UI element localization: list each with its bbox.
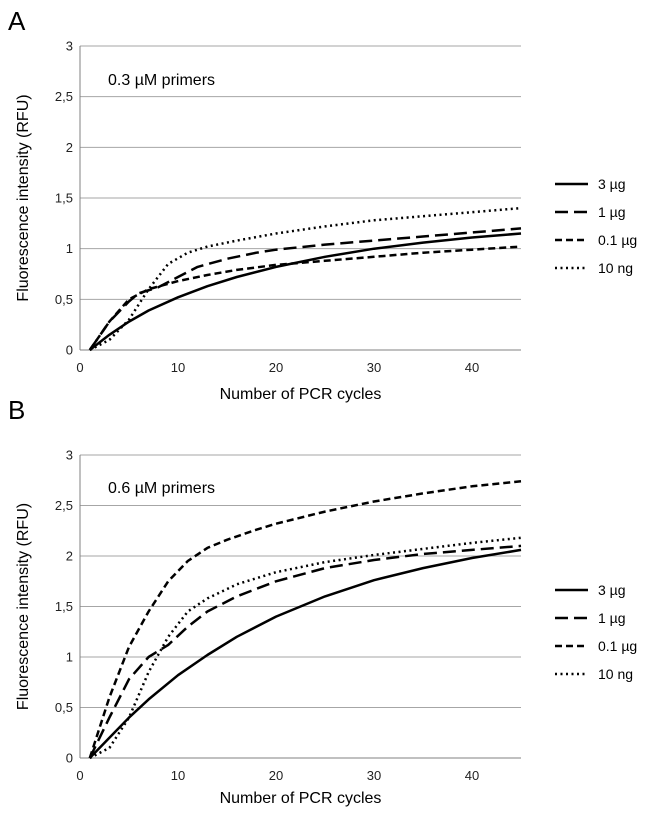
x-tick-label: 40 bbox=[465, 768, 479, 783]
y-tick-label: 1 bbox=[66, 241, 73, 256]
x-tick-label: 0 bbox=[76, 360, 83, 375]
legend-label: 0.1 µg bbox=[598, 638, 637, 654]
x-tick-label: 10 bbox=[171, 768, 185, 783]
y-tick-label: 1,5 bbox=[55, 599, 73, 614]
x-tick-label: 40 bbox=[465, 360, 479, 375]
x-tick-label: 20 bbox=[269, 360, 283, 375]
y-tick-label: 3 bbox=[66, 39, 73, 54]
y-tick-label: 1 bbox=[66, 650, 73, 665]
x-axis-title: Number of PCR cycles bbox=[220, 386, 382, 403]
y-tick-label: 3 bbox=[66, 448, 73, 463]
y-tick-label: 0,5 bbox=[55, 700, 73, 715]
x-axis-title: Number of PCR cycles bbox=[220, 790, 382, 807]
panel-label: A bbox=[8, 6, 26, 36]
legend-label: 0.1 µg bbox=[598, 232, 637, 248]
y-tick-label: 2 bbox=[66, 140, 73, 155]
series-line bbox=[88, 544, 522, 759]
series-line bbox=[88, 480, 522, 759]
y-tick-label: 2,5 bbox=[55, 89, 73, 104]
y-axis-title: Fluorescence intensity (RFU) bbox=[15, 94, 32, 301]
panel-label: B bbox=[8, 395, 25, 425]
legend-label: 3 µg bbox=[598, 176, 626, 192]
y-tick-label: 2,5 bbox=[55, 498, 73, 513]
series-line bbox=[88, 227, 522, 351]
x-tick-label: 20 bbox=[269, 768, 283, 783]
legend-label: 1 µg bbox=[598, 204, 626, 220]
series-line bbox=[88, 548, 522, 759]
annotation: 0.3 µM primers bbox=[108, 72, 215, 89]
x-tick-label: 30 bbox=[367, 360, 381, 375]
legend-label: 3 µg bbox=[598, 582, 626, 598]
y-tick-label: 1,5 bbox=[55, 191, 73, 206]
x-tick-label: 10 bbox=[171, 360, 185, 375]
y-tick-label: 2 bbox=[66, 549, 73, 564]
y-axis-title: Fluorescence intensity (RFU) bbox=[15, 503, 32, 710]
y-tick-label: 0 bbox=[66, 751, 73, 766]
legend-label: 10 ng bbox=[598, 666, 633, 682]
series-line bbox=[88, 245, 522, 351]
x-tick-label: 30 bbox=[367, 768, 381, 783]
y-tick-label: 0 bbox=[66, 343, 73, 358]
series-line bbox=[89, 536, 522, 760]
series-line bbox=[89, 206, 522, 352]
annotation: 0.6 µM primers bbox=[108, 480, 215, 497]
x-tick-label: 0 bbox=[76, 768, 83, 783]
legend-label: 10 ng bbox=[598, 260, 633, 276]
y-tick-label: 0,5 bbox=[55, 292, 73, 307]
legend-label: 1 µg bbox=[598, 610, 626, 626]
series-line bbox=[89, 232, 522, 351]
